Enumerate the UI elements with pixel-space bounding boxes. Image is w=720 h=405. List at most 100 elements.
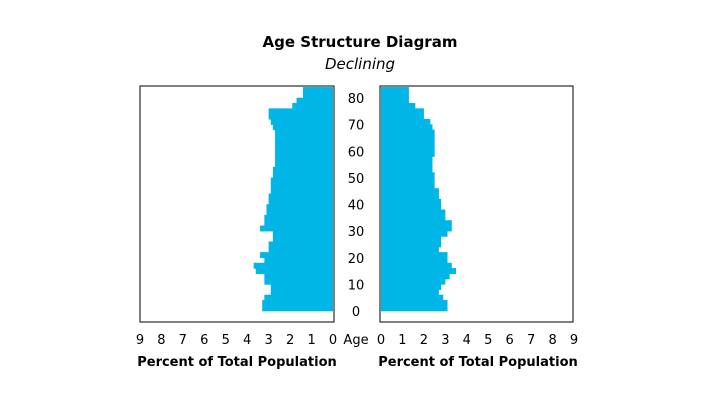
right-bar (381, 119, 431, 125)
age-tick-label: 80 (348, 92, 365, 107)
left-bar (268, 113, 333, 120)
right-x-tick-label: 2 (420, 333, 428, 348)
left-bar (272, 124, 333, 131)
left-bar (260, 225, 333, 232)
left-bar (275, 134, 333, 141)
left-bar (275, 145, 333, 152)
left-bar (266, 204, 333, 211)
left-bar (270, 188, 333, 195)
right-x-tick-label: 7 (527, 333, 535, 348)
right-bar (381, 177, 435, 184)
right-bar (381, 172, 435, 179)
age-tick-label: 60 (348, 145, 365, 160)
left-bar (264, 220, 333, 227)
right-bar (381, 103, 416, 109)
left-x-tick-label: 1 (307, 333, 315, 348)
right-bar (381, 150, 435, 157)
age-tick-label: 0 (352, 305, 360, 320)
age-tick-label: 70 (348, 119, 365, 134)
left-bar (268, 241, 333, 248)
left-bar (302, 87, 333, 93)
left-bar (275, 129, 333, 136)
right-bar (381, 204, 442, 211)
left-x-tick-label: 7 (179, 333, 187, 348)
left-bar (270, 284, 333, 290)
left-x-tick-label: 6 (200, 333, 208, 348)
right-bar (381, 87, 409, 93)
left-bar (275, 161, 333, 168)
left-bar (272, 230, 333, 237)
right-x-tick-label: 9 (570, 333, 578, 348)
right-bar (381, 209, 446, 216)
right-bar (381, 278, 446, 285)
age-tick-label: 50 (348, 172, 365, 187)
right-bar (381, 129, 435, 136)
age-tick-label: 10 (348, 278, 365, 293)
left-bar (275, 150, 333, 157)
right-bar (381, 188, 439, 195)
left-bar (255, 268, 333, 275)
right-bar (381, 145, 435, 152)
left-bar (296, 97, 333, 104)
left-bar (264, 214, 333, 221)
right-bar (381, 214, 446, 221)
right-bar (381, 140, 435, 147)
right-bar (381, 220, 452, 227)
left-plot-frame (139, 85, 335, 323)
right-bar (381, 284, 442, 290)
left-bar (268, 198, 333, 205)
left-bar (260, 252, 333, 259)
left-x-tick-label: 8 (157, 333, 165, 348)
left-x-tick-label: 4 (243, 333, 251, 348)
right-x-tick-label: 3 (441, 333, 449, 348)
right-bar (381, 252, 448, 259)
left-bar (266, 209, 333, 216)
right-bar (381, 246, 439, 253)
right-bar (381, 273, 450, 280)
left-x-tick-label: 9 (136, 333, 144, 348)
right-bar (381, 92, 409, 99)
left-bar (292, 103, 333, 109)
right-bar (381, 161, 433, 168)
right-bar (381, 193, 439, 200)
right-bar (381, 257, 448, 264)
right-bar (381, 268, 457, 275)
right-bar (381, 305, 448, 312)
right-bar (381, 198, 442, 205)
left-bars-group (253, 87, 333, 312)
right-x-tick-label: 0 (377, 333, 385, 348)
left-bar (268, 246, 333, 253)
left-bar (264, 257, 333, 264)
age-axis-label: Age (343, 333, 368, 348)
right-bar (381, 182, 435, 189)
left-bar (264, 294, 333, 301)
right-x-tick-label: 6 (506, 333, 514, 348)
right-bar (381, 262, 452, 269)
left-bar (268, 193, 333, 200)
right-bar (381, 294, 444, 301)
right-bar (381, 300, 448, 306)
left-bar (264, 278, 333, 285)
left-bar (302, 92, 333, 99)
right-bar (381, 124, 433, 131)
left-bar (272, 166, 333, 173)
right-bars-group (381, 87, 457, 312)
right-bar (381, 225, 452, 232)
chart-title: Age Structure Diagram (262, 33, 458, 51)
left-x-tick-label: 3 (264, 333, 272, 348)
left-x-tick-label: 2 (286, 333, 294, 348)
chart-subtitle: Declining (324, 55, 396, 73)
left-bar (270, 119, 333, 125)
right-x-tick-label: 5 (484, 333, 492, 348)
left-x-axis-label: Percent of Total Population (137, 355, 337, 370)
left-x-tick-label: 0 (329, 333, 337, 348)
left-bar (253, 262, 333, 269)
right-x-tick-label: 8 (548, 333, 556, 348)
right-bar (381, 108, 424, 115)
left-bar (275, 156, 333, 163)
right-bar (381, 230, 448, 237)
right-x-tick-label: 1 (398, 333, 406, 348)
right-bar (381, 236, 442, 243)
age-ticks: 0 10 20 30 40 50 60 70 80 (348, 92, 365, 320)
